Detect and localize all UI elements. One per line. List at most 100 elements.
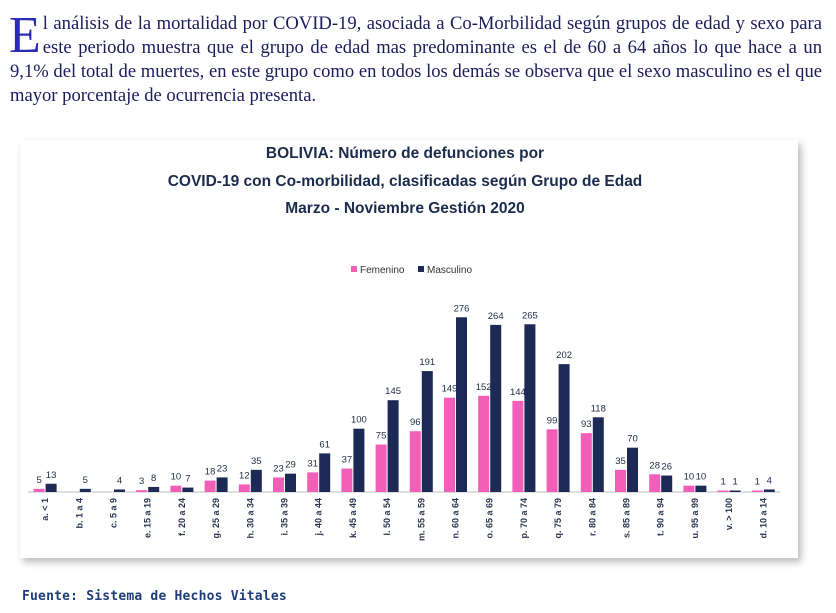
bar-femenino [375,444,387,492]
x-tick-label: l. 50 a 54 [382,498,392,536]
chart-title-line: Marzo - Noviembre Gestión 2020 [285,200,524,217]
source-note: Fuente: Sistema de Hechos Vitales [22,589,287,604]
data-label-femenino: 10 [171,472,182,483]
bar-femenino [717,490,729,492]
chart-panel: BOLIVIA: Número de defunciones por COVID-… [20,140,798,558]
x-tick-label: a. < 1 [40,498,50,521]
bar-masculino [216,477,228,492]
x-tick-label: v. > 100 [724,498,734,530]
bar-femenino [649,474,661,492]
data-label-masculino: 29 [285,460,296,471]
data-label-masculino: 100 [351,415,367,426]
data-label-masculino: 264 [488,311,504,322]
x-tick-label: r. 80 a 84 [587,498,597,536]
bar-masculino [319,453,331,492]
data-label-masculino: 276 [454,303,470,314]
data-label-femenino: 3 [139,476,144,487]
x-tick-label: c. 5 a 9 [109,498,119,528]
bar-masculino [45,483,57,492]
data-label-masculino: 1 [732,477,737,488]
x-tick-label: j. 40 a 44 [314,498,324,537]
chart-title-line: BOLIVIA: Número de defunciones por [266,145,544,162]
bar-masculino [114,489,125,492]
bar-masculino [285,473,296,492]
bar-masculino [490,324,502,492]
legend-label-femenino: Femenino [360,265,405,276]
bar-masculino [250,469,262,492]
bar-masculino [79,488,91,492]
data-label-masculino: 5 [83,475,88,486]
dropcap-letter: E [9,7,41,64]
x-tick-label: q. 75 a 79 [553,498,563,539]
bar-femenino [136,490,148,492]
bar-femenino [580,433,592,492]
data-label-masculino: 23 [217,463,228,474]
x-tick-label: s. 85 a 89 [622,498,632,538]
bar-masculino [524,324,536,492]
data-label-femenino: 149 [442,384,458,395]
bar-femenino [546,429,558,492]
x-tick-label: h. 30 a 34 [245,498,255,539]
data-label-masculino: 10 [696,472,707,483]
bar-masculino [148,486,160,492]
data-label-femenino: 5 [36,475,41,486]
bar-femenino [444,397,455,492]
data-label-masculino: 265 [522,310,538,321]
x-tick-label: g. 25 a 29 [211,498,221,539]
data-label-femenino: 144 [510,387,526,398]
data-label-masculino: 4 [117,475,122,486]
data-label-femenino: 28 [649,460,660,471]
bar-femenino [170,485,182,492]
data-label-femenino: 23 [273,463,284,474]
x-tick-label: d. 10 a 14 [758,498,768,539]
data-label-femenino: 18 [205,467,216,478]
x-tick-label: t. 90 a 94 [656,498,666,536]
bar-femenino [238,484,250,492]
bar-femenino [683,485,695,492]
x-tick-label: b. 1 a 4 [74,498,84,529]
data-label-masculino: 202 [556,350,572,361]
data-label-femenino: 152 [476,382,492,393]
x-tick-label: i. 35 a 39 [280,498,290,536]
x-tick-label: o. 65 a 69 [485,498,495,539]
legend-label-masculino: Masculino [427,265,472,276]
bar-masculino [456,317,467,492]
data-label-masculino: 61 [319,439,330,450]
data-label-masculino: 26 [661,462,672,473]
bar-femenino [615,469,626,492]
data-label-masculino: 8 [151,473,156,484]
intro-text: l análisis de la mortalidad por COVID-19… [10,13,822,106]
bar-femenino [409,431,421,492]
bar-masculino [387,400,399,492]
data-label-femenino: 96 [410,417,421,428]
bar-masculino [182,487,194,492]
x-tick-label: f. 20 a 24 [177,498,187,536]
data-label-femenino: 1 [720,477,725,488]
mortality-bar-chart: BOLIVIA: Número de defunciones por COVID-… [28,145,781,541]
bar-femenino [307,472,319,492]
data-label-masculino: 35 [251,456,262,467]
data-label-femenino: 35 [615,456,626,467]
bar-femenino [204,480,216,492]
data-label-femenino: 37 [342,455,353,466]
x-tick-label: k. 45 a 49 [348,498,358,538]
bar-femenino [341,468,353,492]
x-tick-label: n. 60 a 64 [451,498,461,539]
data-label-femenino: 75 [376,431,387,442]
bar-masculino [695,485,707,492]
data-label-masculino: 13 [46,470,57,481]
data-label-masculino: 70 [627,434,638,445]
data-label-femenino: 99 [547,415,558,426]
data-label-femenino: 31 [307,458,318,469]
bar-femenino [273,477,284,492]
bar-femenino [512,400,524,492]
data-label-femenino: 10 [684,472,695,483]
bar-masculino [592,417,604,492]
legend-swatch-femenino [351,266,357,272]
data-label-masculino: 118 [591,403,606,414]
bar-masculino [558,364,570,492]
chart-title-line: COVID-19 con Co-morbilidad, clasificadas… [168,173,643,190]
legend-swatch-masculino [418,266,424,272]
bar-femenino [33,488,45,492]
data-label-masculino: 4 [767,475,772,486]
